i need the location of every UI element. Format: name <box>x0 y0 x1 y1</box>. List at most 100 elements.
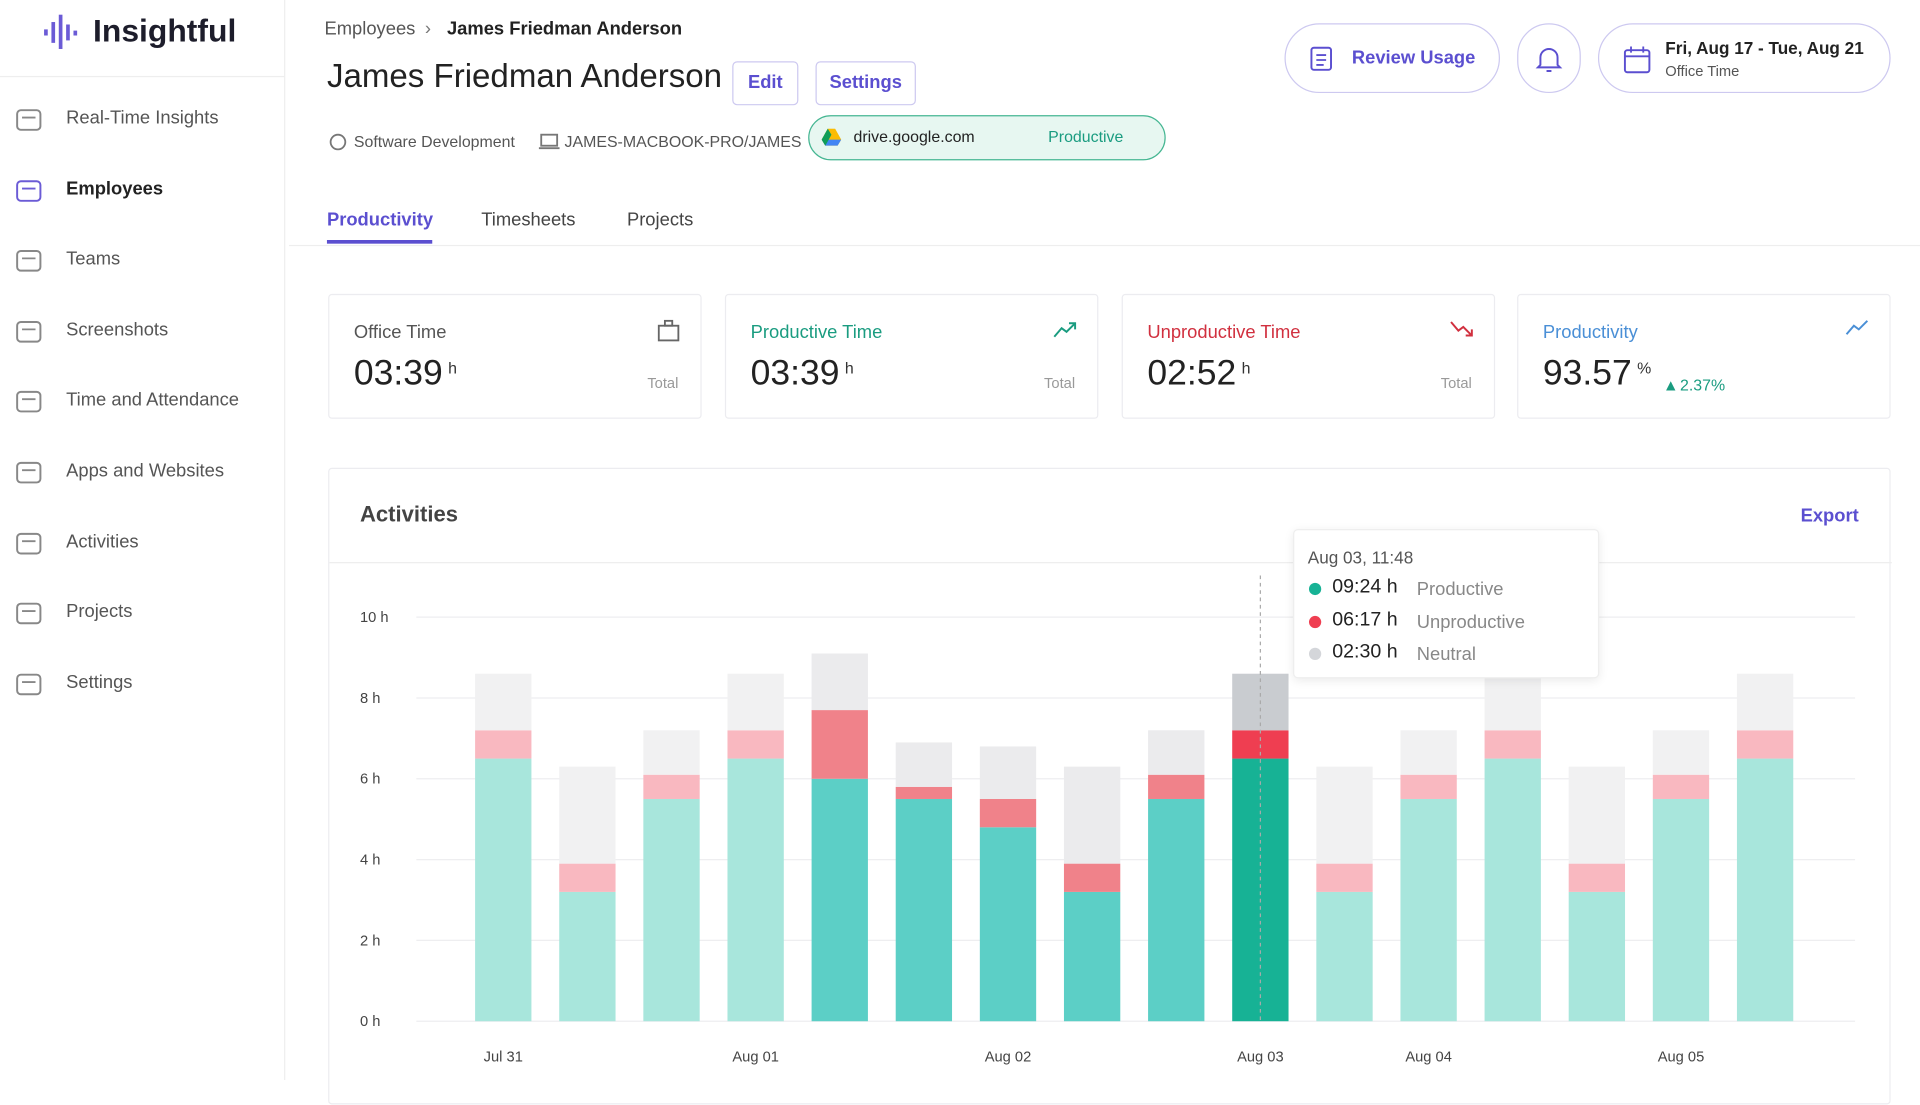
nav-icon <box>16 320 42 343</box>
nav-item[interactable]: Activities <box>0 519 284 568</box>
nav-item[interactable]: Employees <box>0 166 284 215</box>
nav-item[interactable]: Apps and Websites <box>0 448 284 497</box>
panel-title: Activities <box>360 502 459 527</box>
settings-button[interactable]: Settings <box>815 61 916 106</box>
nav-item[interactable]: Real-Time Insights <box>0 96 284 145</box>
bar-segment <box>1736 673 1794 731</box>
review-usage-button[interactable]: Review Usage <box>1284 23 1501 94</box>
nav-item[interactable]: Settings <box>0 660 284 709</box>
nav-item[interactable]: Teams <box>0 237 284 286</box>
y-tick-label: 2 h <box>360 933 380 949</box>
team-icon <box>329 133 347 151</box>
icon-shape <box>16 250 42 272</box>
sidebar: Insightful Real-Time Insights Employees Te… <box>0 0 286 1081</box>
y-tick-label: 6 h <box>360 772 380 788</box>
nav-label: Projects <box>66 601 133 623</box>
tab[interactable]: Projects <box>626 209 694 231</box>
nav-item[interactable]: Projects <box>0 589 284 638</box>
bar-segment <box>1652 730 1710 775</box>
tooltip-dot <box>1308 582 1322 596</box>
tab[interactable]: Timesheets <box>481 209 576 231</box>
tooltip-label: Neutral <box>1416 644 1476 665</box>
x-tick-label: Jul 31 <box>484 1050 523 1066</box>
bar-segment <box>727 758 784 1022</box>
bar-segment <box>895 742 953 787</box>
nav-icon <box>16 673 42 696</box>
nav-item[interactable]: Screenshots <box>0 307 284 356</box>
bar-segment <box>727 730 784 759</box>
tooltip-value: 09:24 h <box>1332 576 1398 598</box>
divider <box>0 75 285 78</box>
bar-segment <box>643 774 700 799</box>
nav-label: Settings <box>66 671 133 693</box>
team: Software Development <box>353 132 515 151</box>
productivity-card: Productivity 93.57 % ▲ 2.37% <box>1517 293 1891 419</box>
bar-segment <box>1316 863 1373 892</box>
notifications-button[interactable] <box>1517 23 1581 94</box>
date-range-button[interactable]: Fri, Aug 17 - Tue, Aug 21 Office Time <box>1597 23 1891 94</box>
bar-segment <box>1400 798 1457 1022</box>
export-button[interactable]: Export <box>1800 505 1859 527</box>
logo-icon <box>44 14 78 49</box>
bar-segment <box>643 730 700 775</box>
bell-icon <box>1535 48 1563 73</box>
card-note: Total <box>1440 374 1472 392</box>
drive-icon <box>821 128 842 146</box>
x-tick-label: Aug 04 <box>1405 1050 1452 1066</box>
tooltip-dot <box>1308 647 1322 661</box>
trend-icon <box>1845 320 1869 335</box>
nav-icon <box>16 532 42 554</box>
y-tick-label: 10 h <box>360 610 389 626</box>
office-time-card: Office Time 03:39 h Total <box>328 293 702 419</box>
tooltip-title: Aug 03, 11:48 <box>1307 547 1414 567</box>
tooltip-value: 02:30 h <box>1332 641 1398 663</box>
bar-segment <box>1568 863 1626 892</box>
tab-active[interactable]: Productivity <box>326 209 434 231</box>
icon-shape <box>16 179 42 202</box>
bar-segment <box>1400 730 1457 775</box>
nav-label: Employees <box>66 178 164 200</box>
card-change: 2.37% <box>1680 375 1726 395</box>
bar-segment <box>1232 758 1289 1022</box>
card-unit: h <box>1241 358 1251 378</box>
bar-segment <box>1652 798 1710 1022</box>
bar-segment <box>1484 673 1541 731</box>
card-value: 02:52 <box>1147 353 1237 394</box>
current-app-pill: drive.google.com Productive <box>808 115 1166 161</box>
bar-segment <box>475 673 532 731</box>
card-unit: % <box>1637 358 1652 378</box>
bar-segment <box>979 746 1037 799</box>
icon-shape <box>16 391 42 413</box>
bar-segment <box>1148 730 1205 775</box>
x-tick-label: Aug 03 <box>1237 1050 1284 1066</box>
tab-underline <box>326 240 433 244</box>
panel-divider <box>329 562 1892 564</box>
nav-icon <box>16 179 42 202</box>
edit-button[interactable]: Edit <box>732 61 799 106</box>
briefcase-icon <box>657 319 680 342</box>
y-tick-label: 8 h <box>360 691 380 707</box>
breadcrumb-link[interactable]: Employees <box>324 18 416 40</box>
tabs-divider <box>288 244 1920 247</box>
card-note: Total <box>1044 374 1076 392</box>
bar-segment <box>559 863 616 892</box>
bar-segment <box>1316 766 1373 864</box>
bar-segment <box>979 798 1037 828</box>
bar-segment <box>895 798 953 1022</box>
bar-segment <box>1652 774 1710 799</box>
nav-label: Activities <box>66 530 139 552</box>
nav-item[interactable]: Time and Attendance <box>0 378 284 427</box>
change-arrow: ▲ <box>1662 375 1679 395</box>
bar-segment <box>1148 774 1205 799</box>
nav-icon <box>16 250 42 272</box>
nav-label: Time and Attendance <box>66 389 240 411</box>
card-value: 93.57 <box>1542 353 1632 394</box>
icon-shape <box>16 109 42 131</box>
bar-segment <box>1063 766 1121 864</box>
card-title: Productivity <box>1542 322 1638 343</box>
computer: JAMES-MACBOOK-PRO/JAMES <box>564 132 802 151</box>
icon-shape <box>16 532 42 554</box>
bar-segment <box>475 758 532 1022</box>
breadcrumb-sep: › <box>424 18 432 40</box>
bar-segment <box>1063 863 1121 892</box>
